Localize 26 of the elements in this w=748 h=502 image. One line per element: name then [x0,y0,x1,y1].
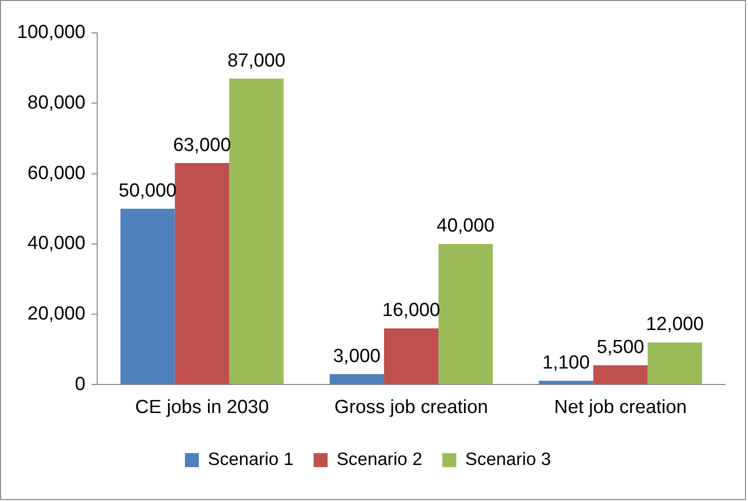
x-tick-label: CE jobs in 2030 [135,397,269,418]
y-tick-label: 40,000 [28,233,86,254]
bar [384,328,438,384]
bar [120,208,175,384]
y-tick-label: 80,000 [28,92,86,114]
y-tick-label: 100,000 [17,22,86,44]
bar [174,163,230,384]
y-tick-label: 20,000 [28,304,86,325]
legend-label: Scenario 1 [208,449,294,470]
bar [593,365,648,384]
data-label: 87,000 [227,50,286,72]
bar [438,244,493,384]
legend-label: Scenario 2 [336,449,422,470]
x-tick-label: Net job creation [554,397,687,418]
x-tick-label: Gross job creation [334,397,488,418]
bar [648,342,702,384]
data-label: 40,000 [436,216,495,237]
data-label: 3,000 [333,346,381,367]
legend-label: Scenario 3 [465,449,552,470]
bar [330,374,384,384]
y-tick-label: 60,000 [28,162,86,184]
data-label: 12,000 [646,314,704,336]
data-label: 5,500 [596,337,644,358]
data-label: 1,100 [542,352,590,374]
y-tick-label: 0 [74,374,86,395]
bar [229,78,284,384]
